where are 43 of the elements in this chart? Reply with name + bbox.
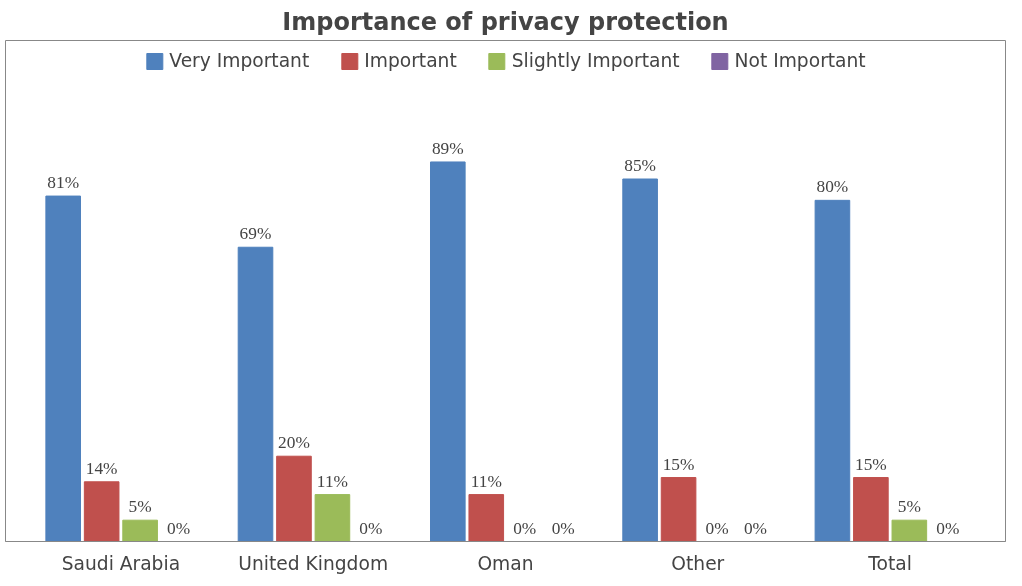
data-label: 15% [662,454,695,474]
data-label: 0% [513,518,537,538]
data-label: 5% [897,497,921,517]
bar [853,477,889,542]
x-tick-label: Other [671,552,725,574]
data-label: 89% [431,138,464,158]
x-tick-label: Total [867,552,912,574]
bar [468,494,505,542]
data-label: 11% [470,471,502,491]
data-label: 5% [128,497,152,517]
bar [314,494,351,542]
data-label: 11% [316,471,348,491]
data-label: 15% [855,454,887,474]
legend-label: Slightly Important [511,50,680,71]
data-label: 85% [624,156,656,176]
chart-title: Importance of privacy protection [282,7,729,36]
data-label: 0% [743,518,768,538]
x-tick-label: Oman [477,552,534,574]
bar [83,481,120,542]
bar [45,195,81,542]
bar [276,455,312,542]
data-label: 0% [936,518,960,538]
x-tick-label: Saudi Arabia [61,552,181,574]
bar [660,477,697,542]
bar [814,199,851,542]
data-label: 80% [816,177,849,197]
data-label: 14% [85,458,118,478]
data-label: 0% [167,518,191,538]
data-label: 20% [278,433,310,453]
bar [237,246,274,542]
data-label: 0% [359,518,383,538]
x-tick-label: United Kingdom [238,552,389,574]
legend-label: Important [364,50,457,71]
legend-label: Very Important [169,50,310,71]
legend-label: Not Important [734,50,866,71]
bar [622,178,658,542]
data-label: 69% [239,224,272,244]
data-label: 0% [705,518,729,538]
data-label: 81% [47,173,80,193]
data-label: 0% [551,518,575,538]
bar [122,519,158,542]
bar [891,519,928,542]
bar [430,161,466,542]
